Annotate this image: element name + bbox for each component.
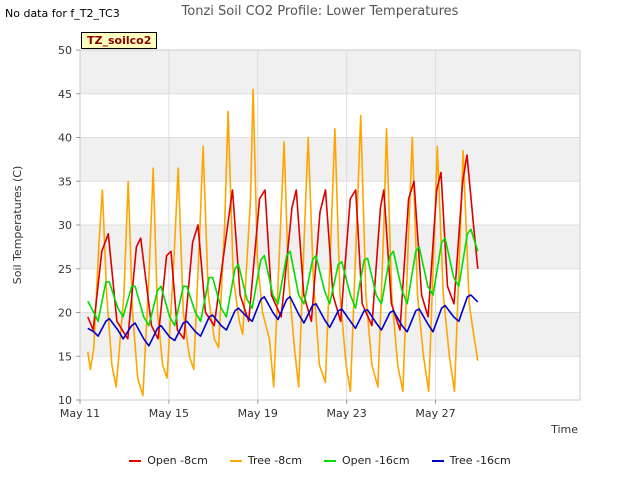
legend-swatch <box>431 460 444 462</box>
site-tag-badge: TZ_soilco2 <box>81 32 158 49</box>
x-tick-label: May 11 <box>60 407 100 420</box>
plot-band <box>80 137 580 182</box>
y-tick-label: 25 <box>58 263 72 276</box>
y-tick-label: 50 <box>58 44 72 57</box>
y-tick-label: 40 <box>58 132 72 145</box>
series-line-open-16cm <box>87 228 479 327</box>
series-line-open-8cm <box>87 154 479 340</box>
x-tick-label: May 15 <box>149 407 189 420</box>
y-tick-label: 10 <box>58 394 72 407</box>
y-tick-label: 15 <box>58 350 72 363</box>
legend-item: Open -8cm <box>129 454 208 467</box>
legend-label: Tree -16cm <box>449 454 511 467</box>
y-axis-label: Soil Temperatures (C) <box>11 166 24 285</box>
legend: Open -8cm Tree -8cm Open -16cm Tree -16cm <box>0 454 640 467</box>
x-tick-label: May 23 <box>327 407 367 420</box>
x-tick-label: May 27 <box>415 407 455 420</box>
y-tick-label: 45 <box>58 88 72 101</box>
legend-label: Open -8cm <box>147 454 208 467</box>
y-tick-label: 30 <box>58 219 72 232</box>
plot-band <box>80 312 580 357</box>
series-line-tree-8cm <box>87 88 479 397</box>
legend-item: Open -16cm <box>324 454 410 467</box>
x-axis-label: Time <box>550 423 578 436</box>
legend-swatch <box>129 460 142 462</box>
y-tick-label: 35 <box>58 175 72 188</box>
series-line-tree-16cm <box>87 294 479 347</box>
x-tick-label: May 19 <box>238 407 278 420</box>
chart-title: Tonzi Soil CO2 Profile: Lower Temperatur… <box>181 4 459 19</box>
legend-item: Tree -8cm <box>229 454 302 467</box>
legend-label: Open -16cm <box>342 454 410 467</box>
legend-label: Tree -8cm <box>247 454 302 467</box>
y-tick-label: 20 <box>58 307 72 320</box>
y-axis: 10 15 20 25 30 35 40 45 50 <box>58 44 80 407</box>
plot-band <box>80 50 580 94</box>
series-lines <box>87 88 479 397</box>
no-data-notice: No data for f_T2_TC3 <box>5 7 120 20</box>
legend-swatch <box>229 460 242 462</box>
legend-item: Tree -16cm <box>431 454 511 467</box>
legend-swatch <box>324 460 336 462</box>
x-axis: May 11 May 15 May 19 May 23 May 27 <box>60 400 456 420</box>
